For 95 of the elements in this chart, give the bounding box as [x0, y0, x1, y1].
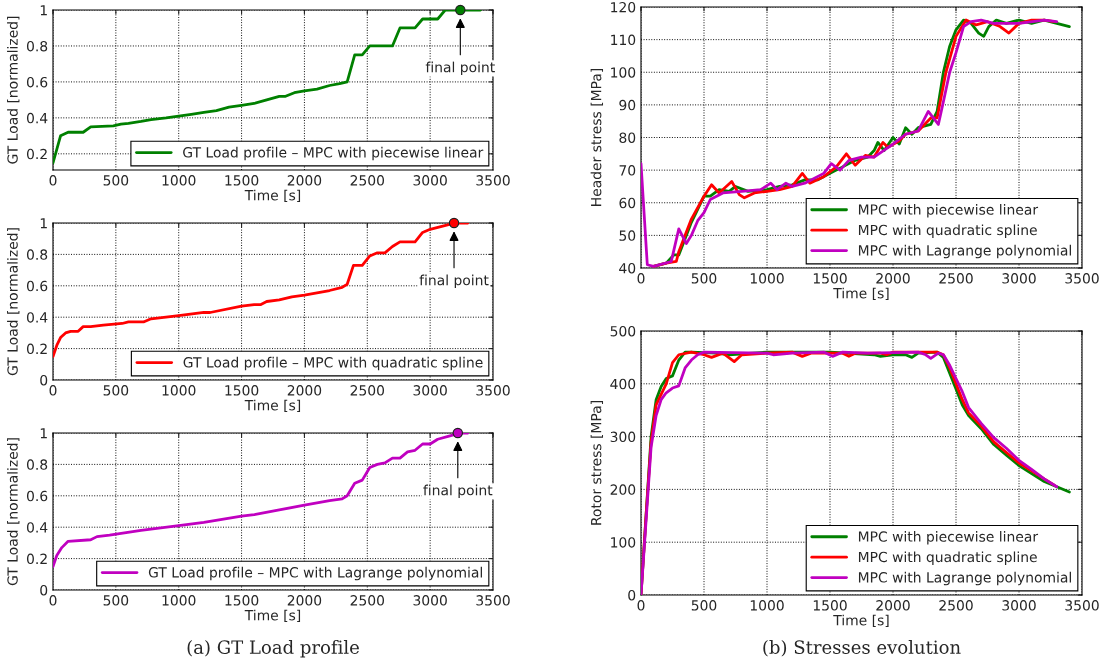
y-tick-label: 40: [619, 262, 636, 274]
legend-label: GT Load profile – MPC with quadratic spline: [183, 356, 483, 371]
y-tick-label: 120: [611, 1, 636, 13]
legend-label: MPC with Lagrange polynomial: [858, 244, 1071, 259]
y-tick-label: 0.6: [26, 76, 48, 88]
x-tick-label: 500: [103, 385, 129, 396]
x-tick-label: 2500: [350, 595, 385, 606]
annotation: final point: [419, 274, 489, 289]
x-tick-label: 2000: [876, 600, 910, 611]
x-tick-label: 1000: [162, 385, 196, 396]
x-tick-label: 1500: [225, 175, 259, 186]
x-axis-title: Time [s]: [244, 609, 301, 623]
x-tick-label: 0: [49, 175, 57, 186]
legend-label: MPC with piecewise linear: [858, 531, 1039, 545]
x-tick-label: 2000: [287, 595, 322, 606]
x-axis-title: Time [s]: [833, 287, 889, 301]
text: (a) GT Load profile: [187, 640, 359, 658]
x-tick-label: 3000: [1002, 273, 1036, 284]
y-tick-label: 100: [611, 67, 636, 78]
y-axis-title: Rotor stress [MPa]: [590, 401, 604, 525]
x-tick-label: 3000: [1002, 600, 1036, 611]
x-tick-label: 2500: [939, 600, 973, 611]
x-axis-title: Time [s]: [244, 189, 301, 203]
y-tick-label: 1: [40, 428, 47, 439]
text: (b) Stresses evolution: [763, 640, 961, 657]
x-tick-label: 3500: [476, 385, 510, 396]
x-tick-label: 3500: [476, 175, 510, 186]
x-tick-label: 2000: [287, 175, 322, 186]
y-tick-label: 400: [610, 378, 636, 390]
x-tick-label: 0: [49, 385, 57, 396]
legend-label: MPC with quadratic spline: [858, 551, 1037, 565]
y-tick-label: 90: [619, 99, 636, 111]
y-tick-label: 1: [40, 218, 47, 229]
y-tick-label: 80: [619, 132, 636, 143]
legend-label: MPC with Lagrange polynomial: [858, 571, 1071, 586]
y-tick-label: 0.2: [26, 553, 47, 565]
y-axis-title: GT Load [normalized]: [7, 228, 20, 376]
legend-label: MPC with piecewise linear: [858, 204, 1039, 218]
x-tick-label: 3500: [476, 595, 510, 606]
x-tick-label: 500: [691, 273, 717, 284]
x-tick-label: 0: [637, 600, 645, 611]
x-tick-label: 1000: [750, 273, 784, 284]
y-tick-label: 100: [611, 537, 636, 548]
x-tick-label: 3000: [413, 595, 447, 606]
y-axis-title: GT Load [normalized]: [7, 16, 20, 164]
y-tick-label: 0.8: [26, 40, 48, 52]
x-tick-label: 1000: [162, 595, 196, 606]
x-tick-label: 2500: [350, 385, 385, 396]
x-tick-label: 2000: [876, 273, 910, 284]
y-tick-label: 60: [619, 197, 636, 209]
y-tick-label: 0.8: [26, 249, 48, 260]
y-axis-title: GT Load [normalized]: [7, 438, 20, 586]
y-tick-label: 0: [40, 374, 48, 386]
x-tick-label: 3500: [1065, 600, 1099, 611]
x-axis-title: Time [s]: [244, 399, 301, 413]
legend-label: GT Load profile – MPC with Lagrange polynomial: [148, 566, 482, 581]
y-tick-label: 200: [610, 484, 636, 495]
x-tick-label: 500: [103, 175, 129, 186]
y-tick-label: 0: [40, 584, 48, 596]
x-tick-label: 3000: [413, 175, 447, 186]
x-tick-label: 1500: [813, 273, 847, 284]
annotation: final point: [425, 61, 495, 76]
x-tick-label: 1000: [162, 175, 196, 186]
x-tick-label: 3000: [413, 385, 447, 396]
legend-label: GT Load profile – MPC with piecewise linear: [183, 146, 484, 161]
y-tick-label: 0.2: [26, 148, 47, 160]
y-tick-label: 0.4: [26, 522, 48, 533]
y-tick-label: 0.4: [26, 312, 48, 323]
x-tick-label: 1000: [750, 600, 784, 611]
x-tick-label: 0: [49, 595, 57, 606]
x-tick-label: 2000: [287, 385, 322, 396]
x-tick-label: 500: [103, 595, 129, 606]
y-axis-title: Header stress [MPa]: [590, 68, 604, 206]
x-tick-label: 1500: [225, 595, 259, 606]
y-tick-label: 0.6: [26, 490, 48, 502]
y-tick-label: 110: [611, 34, 636, 46]
y-tick-label: 0.4: [26, 112, 48, 124]
x-axis-title: Time [s]: [833, 614, 889, 628]
x-tick-label: 3500: [1065, 273, 1099, 284]
y-tick-label: 300: [610, 431, 636, 443]
y-tick-label: 1: [40, 5, 47, 16]
x-tick-label: 1500: [225, 385, 259, 396]
x-tick-label: 2500: [939, 273, 973, 284]
y-tick-label: 70: [619, 165, 636, 176]
y-tick-label: 50: [619, 230, 636, 241]
annotation: final point: [423, 484, 493, 499]
x-tick-label: 1500: [813, 600, 847, 611]
legend-label: MPC with quadratic spline: [858, 224, 1037, 238]
y-tick-label: 0.6: [26, 280, 48, 292]
x-tick-label: 500: [691, 600, 717, 611]
y-tick-label: 500: [610, 325, 636, 337]
y-tick-label: 0.2: [26, 343, 47, 355]
x-tick-label: 0: [637, 273, 645, 284]
x-tick-label: 2500: [350, 175, 385, 186]
y-tick-label: 0.8: [26, 459, 48, 470]
